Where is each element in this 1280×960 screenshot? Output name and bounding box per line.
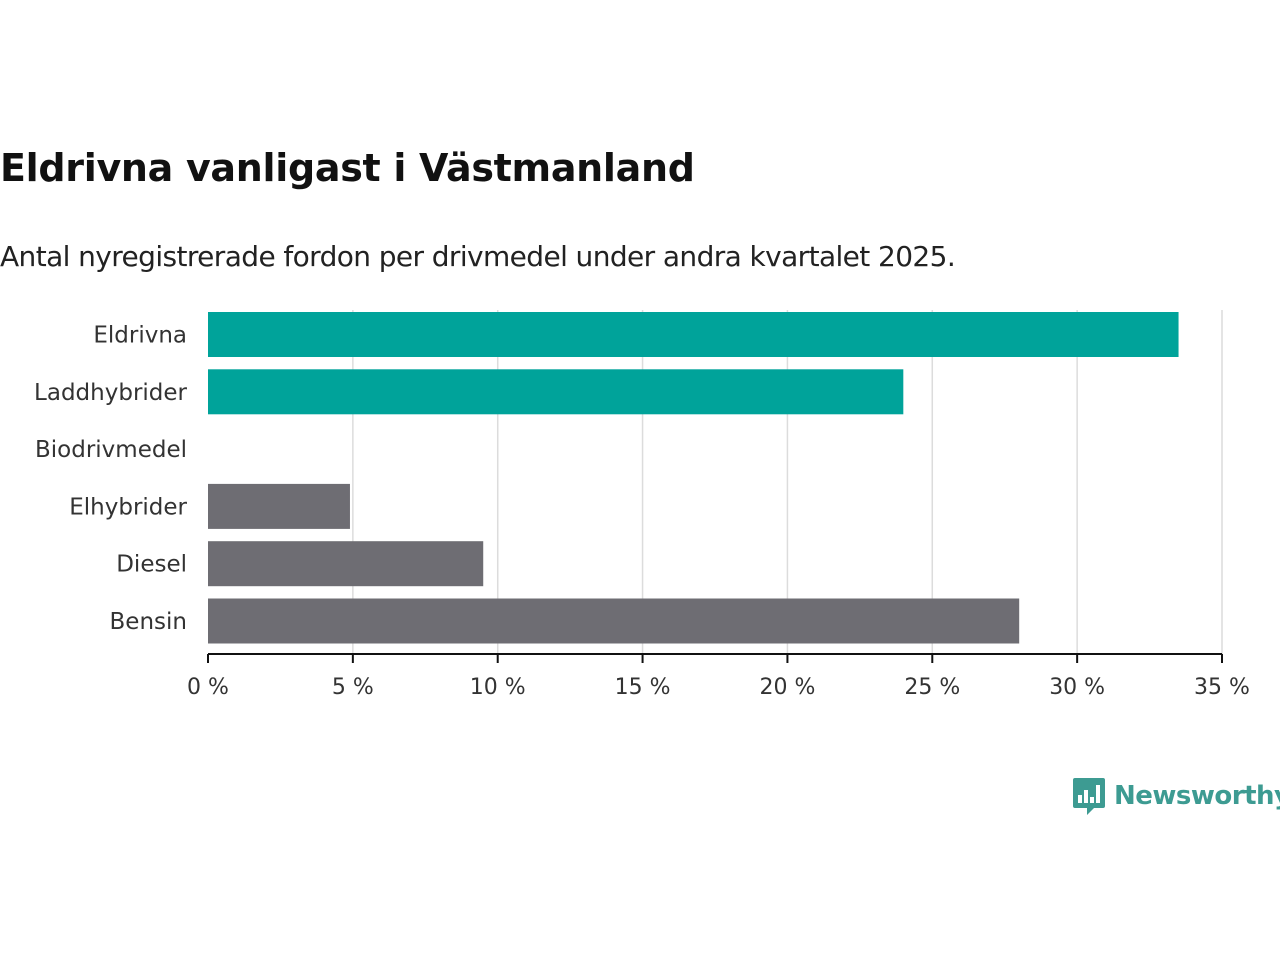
- category-label: Diesel: [116, 552, 187, 578]
- bar-elhybrider: [208, 483, 350, 529]
- chart-title: Eldrivna vanligast i Västmanland: [0, 146, 695, 190]
- category-label: Eldrivna: [93, 323, 187, 349]
- chart-subtitle: Antal nyregistrerade fordon per drivmede…: [0, 240, 956, 273]
- x-tick-label: 25 %: [904, 675, 960, 700]
- bar-laddhybrider: [208, 369, 904, 415]
- category-label: Elhybrider: [69, 494, 187, 520]
- bar-chart: Eldrivna Laddhybrider Biodrivmedel Elhybrid…: [34, 310, 1250, 700]
- x-tick-label: 0 %: [187, 675, 229, 700]
- bars: [208, 312, 1179, 644]
- bar-eldrivna: [208, 312, 1179, 357]
- bar-bensin: [208, 598, 1020, 644]
- x-axis: 0 % 5 % 10 % 15 % 20 % 25 % 30 % 35 %: [187, 653, 1250, 700]
- x-tick-label: 35 %: [1194, 675, 1250, 700]
- category-labels: Eldrivna Laddhybrider Biodrivmedel Elhybrid…: [34, 323, 187, 636]
- category-label: Laddhybrider: [34, 380, 187, 406]
- category-label: Bensin: [110, 609, 187, 635]
- logo-text: Newsworthy: [1114, 781, 1280, 811]
- newsworthy-bar-chart-icon: [1073, 778, 1105, 815]
- category-label: Biodrivmedel: [35, 437, 187, 463]
- x-tick-label: 15 %: [615, 675, 671, 700]
- x-tick-label: 5 %: [332, 675, 374, 700]
- newsworthy-logo: Newsworthy: [1072, 776, 1280, 816]
- bar-diesel: [208, 541, 484, 587]
- x-tick-label: 20 %: [759, 675, 815, 700]
- x-tick-label: 30 %: [1049, 675, 1105, 700]
- x-tick-label: 10 %: [470, 675, 526, 700]
- grid-lines: [352, 310, 1223, 654]
